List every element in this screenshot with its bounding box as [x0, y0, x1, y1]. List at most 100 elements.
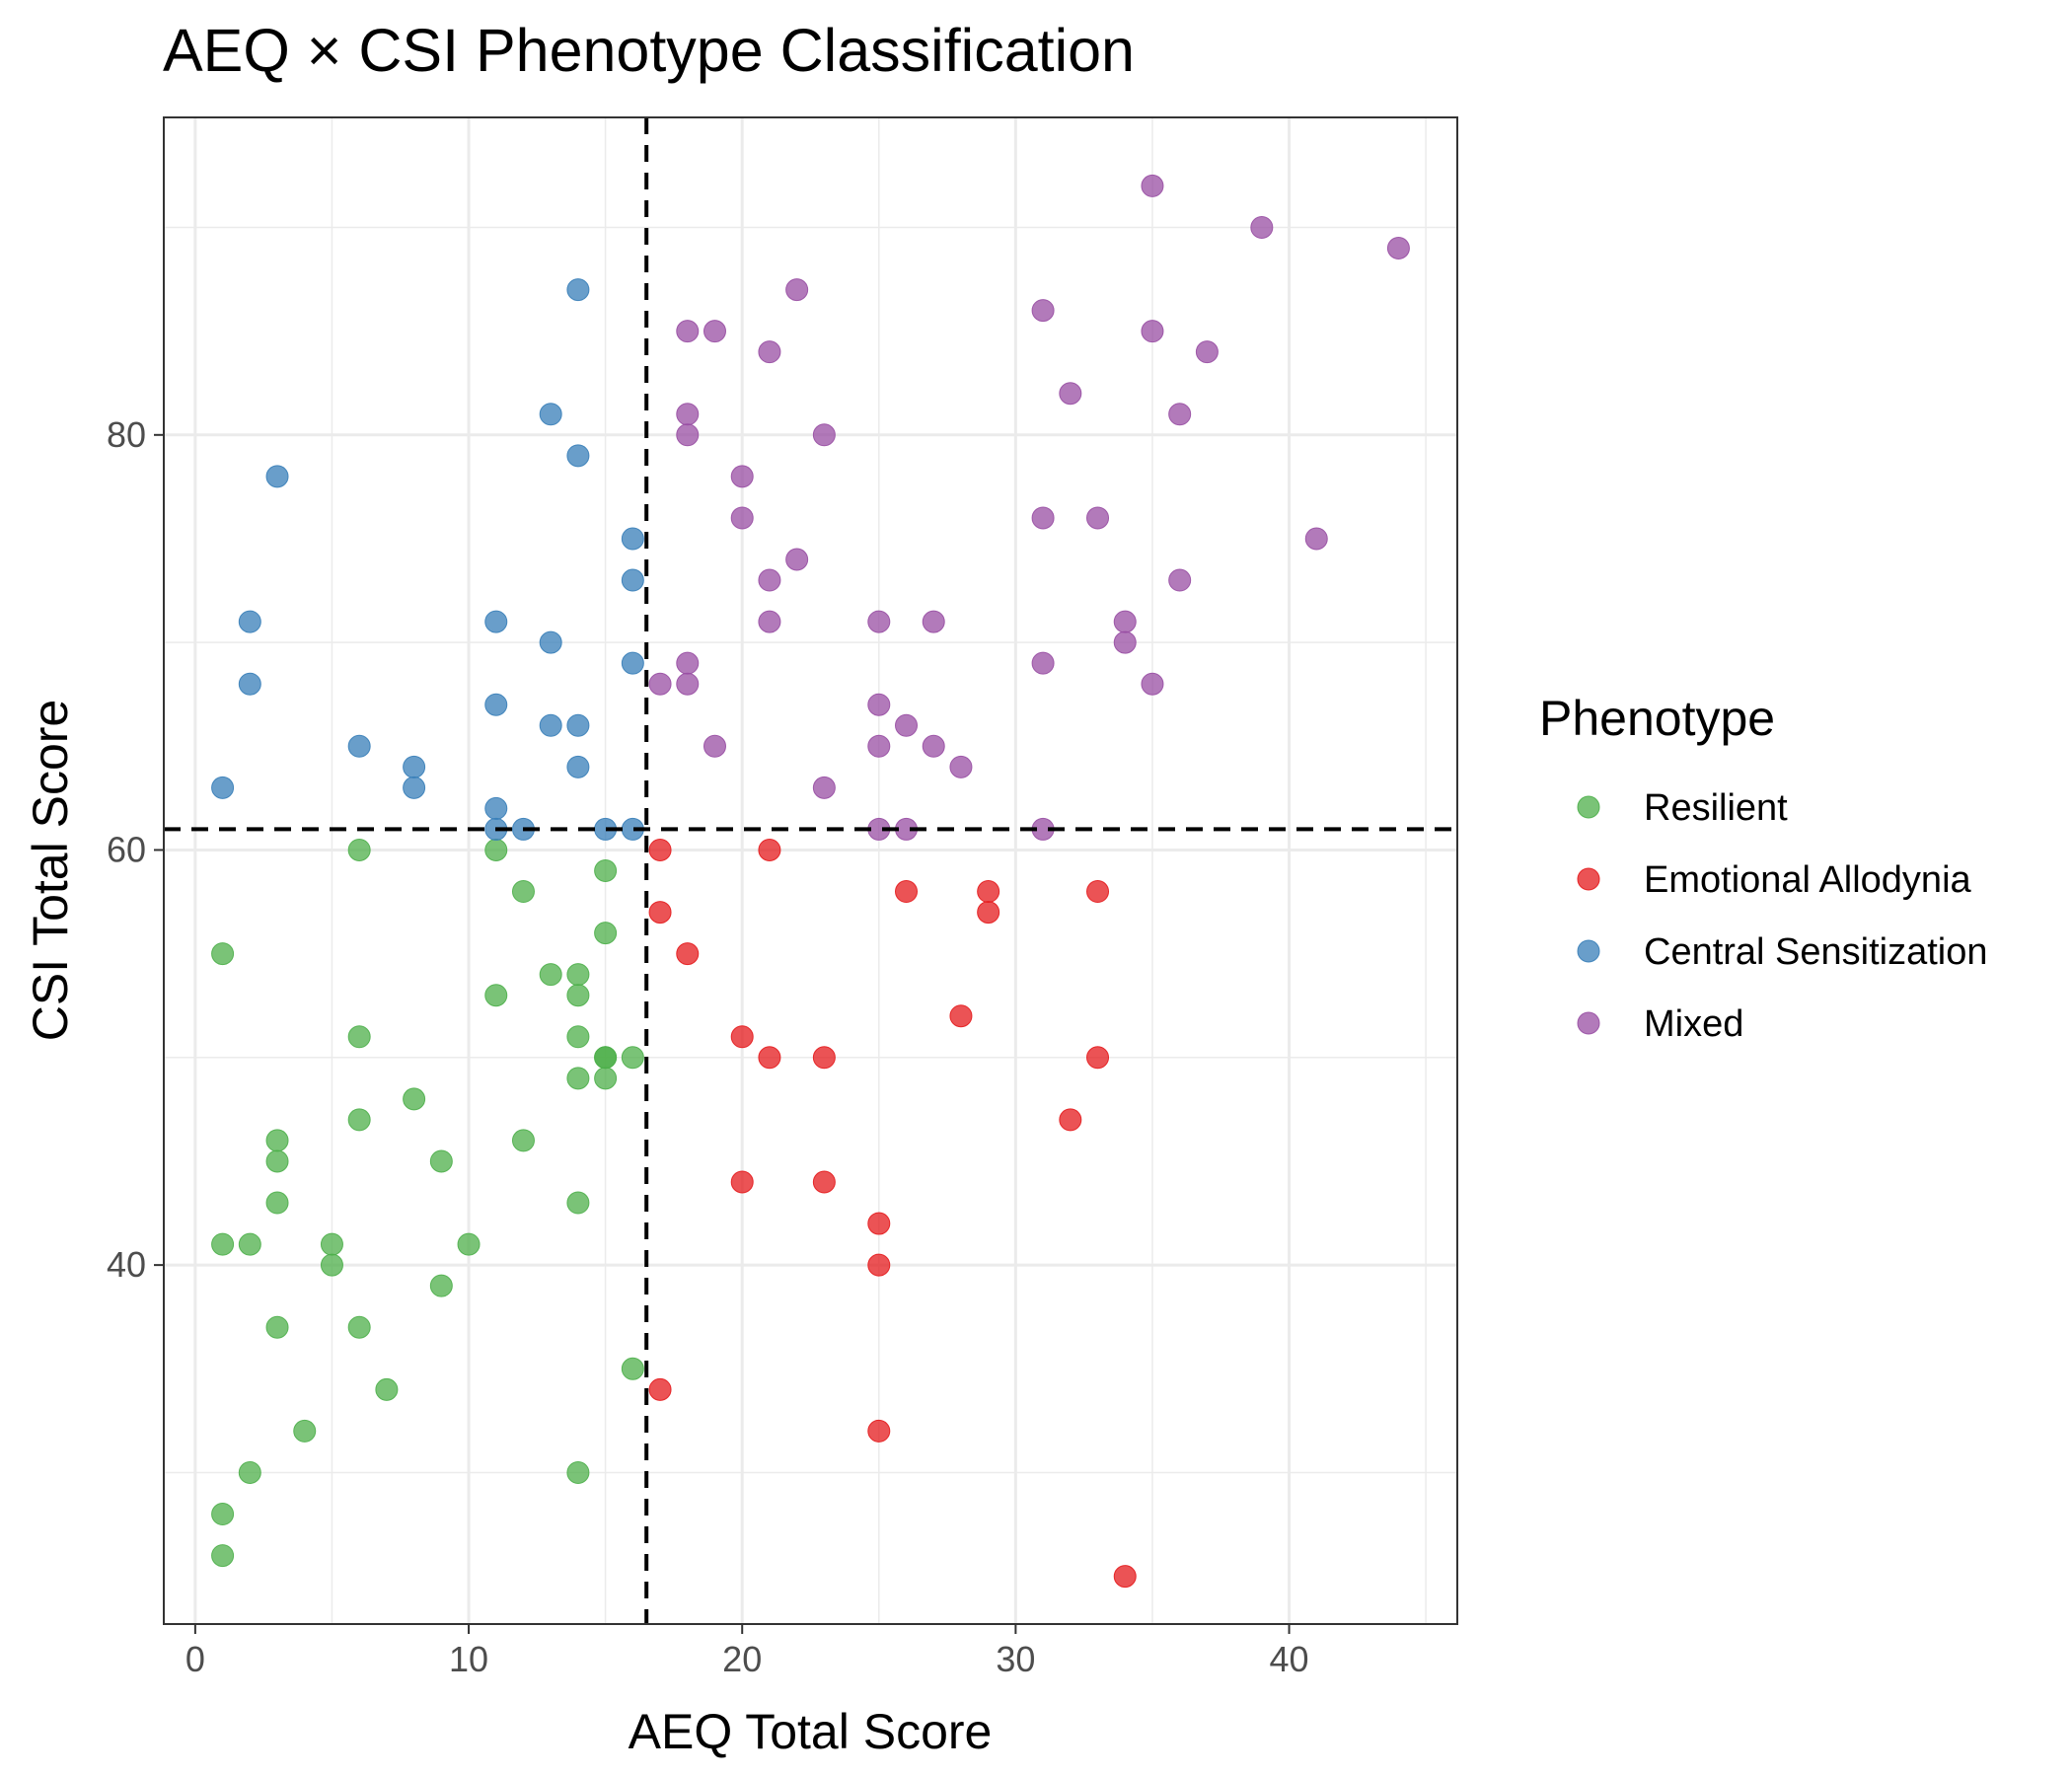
data-point [648, 1377, 672, 1401]
data-point [265, 1149, 289, 1173]
data-point [566, 1025, 590, 1049]
data-point [895, 713, 919, 737]
data-point [812, 1046, 836, 1070]
data-point [238, 1232, 261, 1256]
data-point [484, 610, 508, 633]
data-point [867, 734, 891, 758]
data-point [539, 403, 562, 426]
data-point [1086, 506, 1110, 530]
data-point [1168, 568, 1192, 592]
data-point [1086, 880, 1110, 904]
data-point [977, 901, 1000, 925]
data-point [1031, 651, 1055, 675]
legend-key [1577, 1011, 1600, 1035]
data-point [211, 1544, 235, 1568]
data-point [812, 1170, 836, 1194]
data-point [676, 423, 700, 447]
data-point [1113, 630, 1137, 654]
data-point [621, 568, 644, 592]
data-point [1113, 610, 1137, 633]
data-point [265, 1315, 289, 1339]
data-point [621, 1046, 644, 1070]
data-point [265, 1191, 289, 1215]
data-point [922, 734, 945, 758]
data-point [566, 755, 590, 778]
legend-label: Emotional Allodynia [1644, 859, 1972, 901]
data-point [320, 1253, 343, 1277]
x-axis-ticks: 0 10 20 30 40 [185, 1624, 1309, 1679]
data-point [730, 1025, 754, 1049]
data-point [621, 1357, 644, 1380]
data-point [566, 444, 590, 468]
data-point [621, 651, 644, 675]
data-point [1113, 1565, 1137, 1589]
data-point [347, 1025, 371, 1049]
data-point [566, 1191, 590, 1215]
data-point [895, 880, 919, 904]
data-point [320, 1232, 343, 1256]
data-point [812, 423, 836, 447]
grid-major [164, 117, 1457, 1624]
plot-panel-border [163, 116, 1458, 1625]
data-point [347, 1315, 371, 1339]
data-point [648, 672, 672, 696]
data-point [403, 1087, 426, 1111]
data-point [429, 1149, 453, 1173]
data-point [511, 880, 535, 904]
data-point [566, 1460, 590, 1484]
chart-title: AEQ × CSI Phenotype Classification [163, 17, 1135, 84]
data-point [484, 838, 508, 861]
data-point [867, 1419, 891, 1443]
data-point [785, 278, 809, 302]
data-point [511, 1129, 535, 1152]
data-point [758, 340, 781, 364]
x-tick-label: 0 [185, 1639, 205, 1679]
y-axis-label: CSI Total Score [23, 700, 78, 1041]
data-point [211, 776, 235, 799]
data-point [1250, 215, 1274, 239]
data-point [403, 755, 426, 778]
x-tick-label: 10 [449, 1639, 488, 1679]
data-point [566, 713, 590, 737]
data-point [539, 713, 562, 737]
data-point [1168, 403, 1192, 426]
data-point [1031, 299, 1055, 323]
data-point [867, 1253, 891, 1277]
data-point [484, 796, 508, 820]
data-point [758, 610, 781, 633]
threshold-lines [164, 117, 1457, 1624]
data-point [949, 755, 973, 778]
data-point [730, 506, 754, 530]
data-point [1386, 237, 1410, 260]
data-point [375, 1377, 399, 1401]
data-point [730, 1170, 754, 1194]
data-point [621, 527, 644, 551]
legend-key [1577, 939, 1600, 963]
data-point [1086, 1046, 1110, 1070]
data-point [676, 320, 700, 343]
data-point [730, 465, 754, 488]
data-point [238, 672, 261, 696]
y-tick-label: 60 [107, 829, 146, 869]
data-point [594, 859, 618, 882]
data-point [211, 942, 235, 966]
data-point [539, 630, 562, 654]
data-point [594, 1067, 618, 1090]
data-point [949, 1004, 973, 1028]
data-point [922, 610, 945, 633]
y-tick-label: 40 [107, 1244, 146, 1285]
data-point [347, 734, 371, 758]
x-tick-label: 30 [996, 1639, 1035, 1679]
data-point [867, 1212, 891, 1235]
data-point [403, 776, 426, 799]
data-point [347, 1108, 371, 1132]
data-point [484, 984, 508, 1007]
legend-key [1577, 867, 1600, 891]
data-point [566, 278, 590, 302]
x-tick-label: 20 [722, 1639, 762, 1679]
data-point [211, 1503, 235, 1526]
data-point [265, 1129, 289, 1152]
legend: Phenotype Resilient Emotional Allodynia Ce… [1539, 691, 1988, 1045]
data-point [676, 672, 700, 696]
